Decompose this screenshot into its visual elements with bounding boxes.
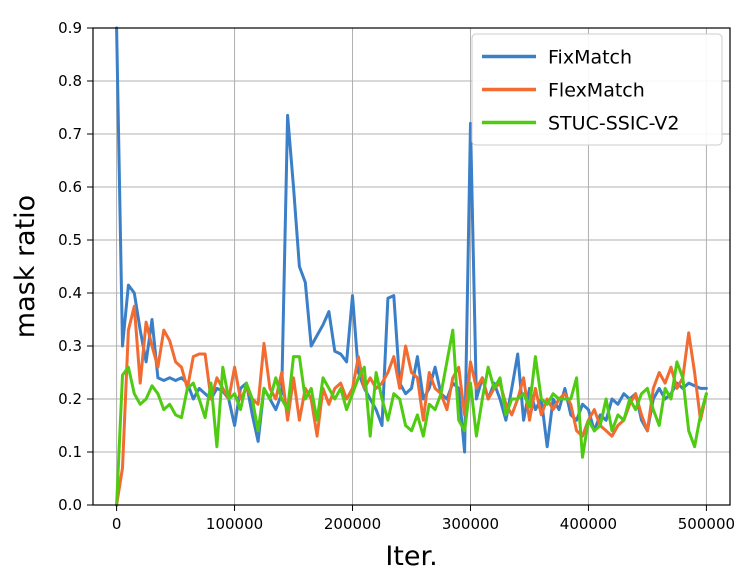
plot-area [115,26,708,507]
x-axis: 0 100000 200000 300000 400000 500000 [112,505,735,533]
y-tick-label: 0.7 [58,125,82,143]
y-tick-label: 0.5 [58,231,82,249]
legend-label: FixMatch [548,47,632,69]
y-tick-label: 0.8 [58,72,82,90]
y-tick-label: 0.9 [58,19,82,37]
x-tick-label: 100000 [206,515,263,533]
legend-box [471,33,723,146]
y-tick-label: 0.6 [58,178,82,196]
y-tick-label: 0.1 [58,443,82,461]
x-tick-label: 200000 [324,515,381,533]
y-tick-label: 0.2 [58,390,82,408]
y-tick-label: 0.0 [58,496,82,514]
x-tick-label: 300000 [442,515,499,533]
legend-label: FlexMatch [548,80,645,102]
x-tick-label: 500000 [678,515,735,533]
x-tick-label: 0 [112,515,122,533]
x-tick-label: 400000 [560,515,617,533]
series-line-stuc-ssic-v2 [115,328,708,507]
legend: FixMatch FlexMatch STUC-SSIC-V2 [471,33,723,146]
y-axis-title: mask ratio [10,195,41,338]
axes-frame [92,27,731,506]
x-axis-title: Iter. [385,541,437,572]
series-line-flexmatch [115,304,708,507]
y-axis: 0.0 0.1 0.2 0.3 0.4 0.5 0.6 0.7 0.8 0.9 [58,19,93,514]
y-tick-label: 0.4 [58,284,82,302]
legend-label: STUC-SSIC-V2 [548,113,680,135]
y-tick-label: 0.3 [58,337,82,355]
